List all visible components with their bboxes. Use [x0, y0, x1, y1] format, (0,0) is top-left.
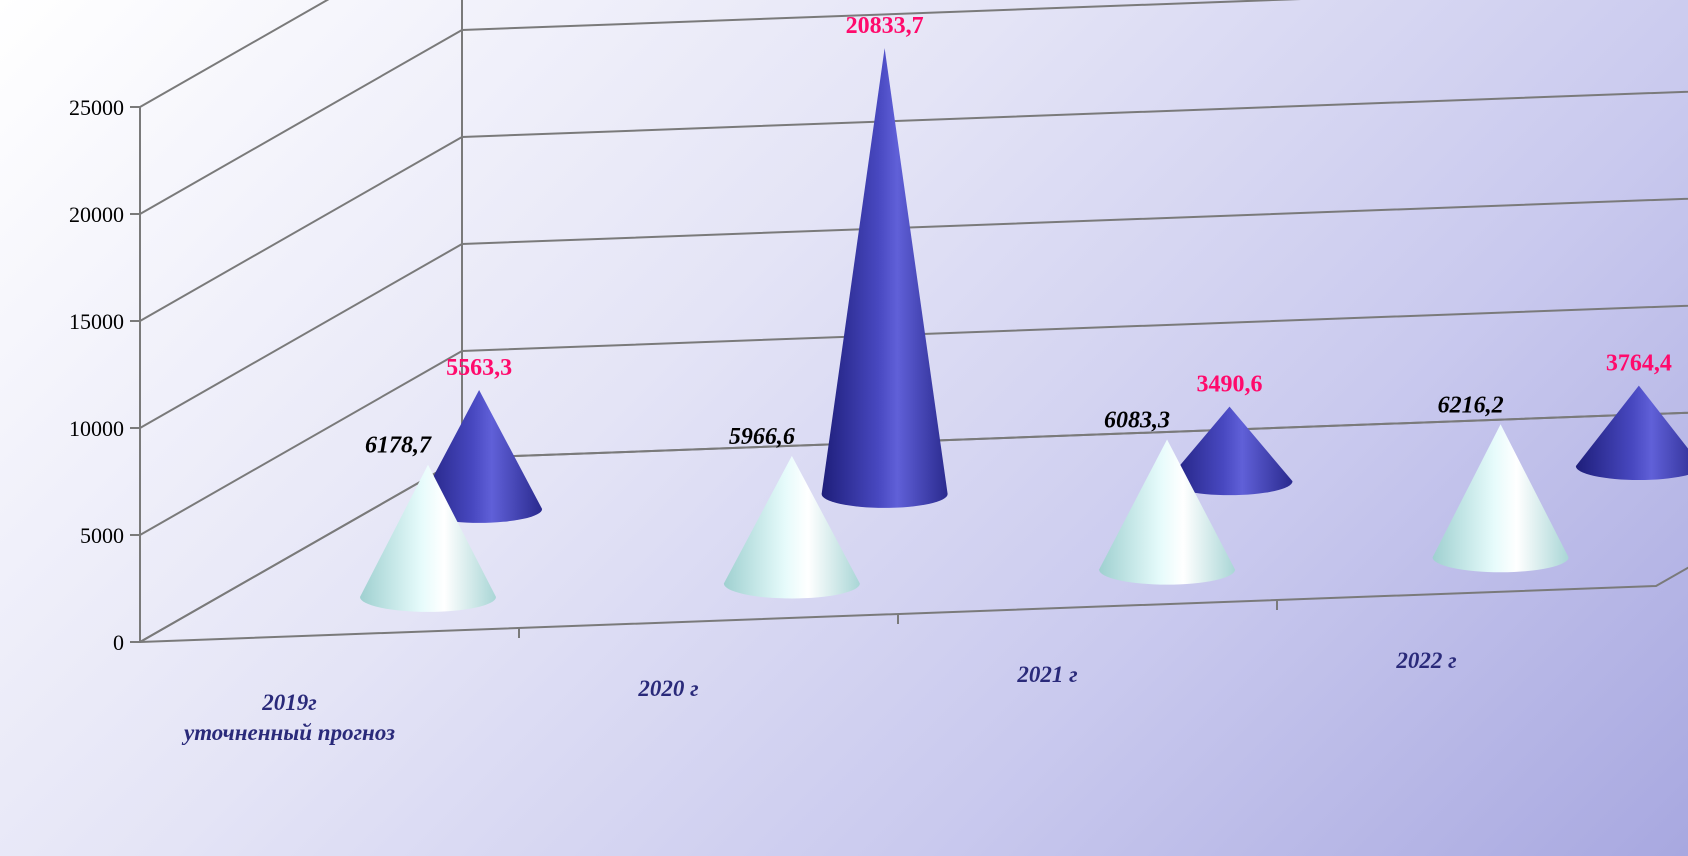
cone-body — [821, 48, 948, 508]
x-tick-label: 2022 г — [1395, 648, 1456, 673]
cone-body — [416, 389, 543, 523]
y-tick-label: 25000 — [69, 95, 124, 120]
x-tick-label: 2020 г — [637, 676, 698, 701]
cone — [1099, 439, 1236, 585]
cone-body — [360, 464, 497, 612]
labels: 0 5000 10000 15000 20000 25000 2019г уточненный… — [69, 13, 1672, 745]
data-label: 3490,6 — [1197, 372, 1263, 398]
axes — [130, 106, 1688, 643]
cone-body — [723, 455, 860, 599]
y-tick-label: 20000 — [69, 202, 124, 227]
y-tick-label: 5000 — [80, 523, 124, 548]
cone — [723, 455, 860, 599]
cone — [1575, 385, 1688, 481]
cone — [416, 389, 543, 523]
data-label: 5966,6 — [729, 424, 795, 450]
cone-marks — [360, 48, 1688, 612]
y-tick-label: 0 — [113, 630, 124, 655]
data-label: 20833,7 — [846, 13, 924, 39]
cone-body — [1432, 424, 1569, 573]
cone — [1432, 424, 1569, 573]
y-tick-label: 10000 — [69, 416, 124, 441]
cone — [1166, 406, 1293, 496]
data-label: 6178,7 — [365, 433, 432, 459]
cone — [821, 48, 948, 508]
cone-body — [1166, 406, 1293, 496]
data-label: 3764,4 — [1606, 351, 1672, 377]
x-tick-label: 2021 г — [1016, 662, 1077, 687]
gridline — [139, 0, 330, 108]
y-tick-label: 15000 — [69, 309, 124, 334]
cone-body — [1575, 385, 1688, 481]
data-label: 5563,3 — [446, 355, 512, 381]
data-label: 6216,2 — [1438, 392, 1504, 418]
data-label: 6083,3 — [1104, 407, 1170, 433]
x-tick-label: уточненный прогноз — [181, 720, 395, 745]
x-tick-label: 2019г — [261, 690, 317, 715]
cone-body — [1099, 439, 1236, 585]
cone — [360, 464, 497, 612]
floor — [139, 411, 1688, 643]
